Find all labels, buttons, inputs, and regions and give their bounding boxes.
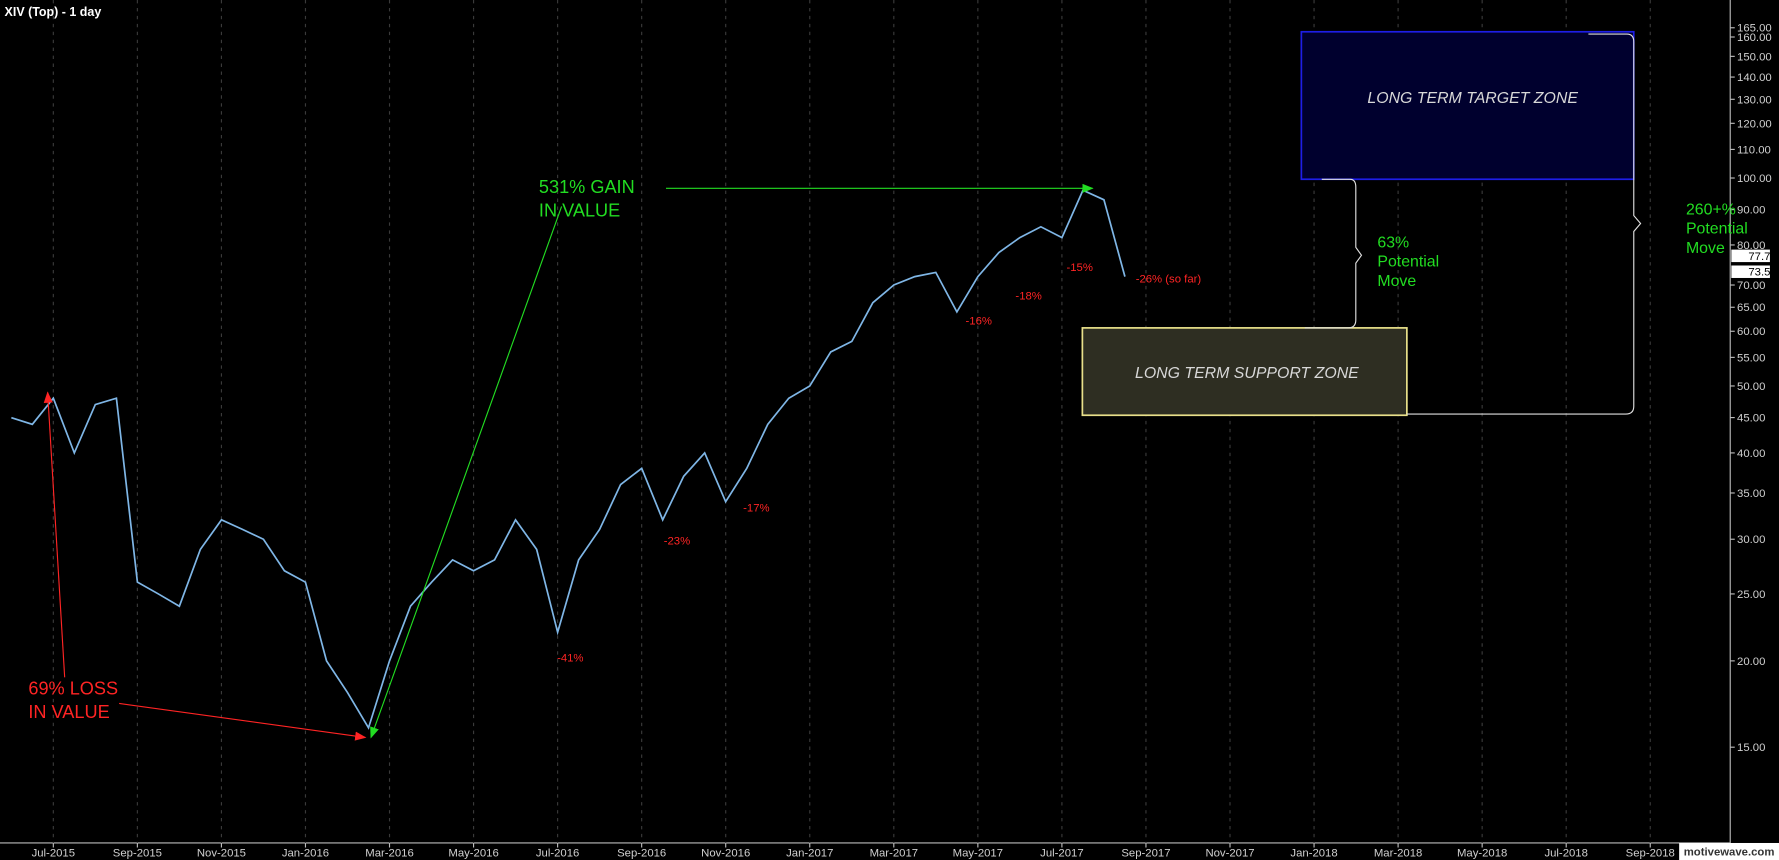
annotation: Move bbox=[1686, 240, 1725, 257]
x-tick-label: Nov-2015 bbox=[197, 848, 246, 860]
drawdown-label: -18% bbox=[1015, 291, 1041, 303]
price-tag bbox=[1731, 249, 1770, 263]
x-tick-label: Jul-2017 bbox=[1040, 848, 1083, 860]
y-tick-label: 165.00 bbox=[1737, 23, 1772, 35]
annotation: 69% LOSS bbox=[28, 678, 118, 698]
y-tick-label: 25.00 bbox=[1737, 589, 1765, 601]
chart-title: XIV (Top) - 1 day bbox=[5, 5, 102, 19]
annotation: IN VALUE bbox=[539, 201, 620, 221]
target-zone bbox=[1300, 30, 1635, 181]
x-tick-label: Mar-2018 bbox=[1374, 848, 1422, 860]
y-tick-label: 140.00 bbox=[1737, 72, 1772, 84]
y-tick-label: 50.00 bbox=[1737, 381, 1765, 393]
x-tick-label: May-2018 bbox=[1457, 848, 1507, 860]
y-tick-label: 160.00 bbox=[1737, 32, 1772, 44]
y-tick-label: 40.00 bbox=[1737, 448, 1765, 460]
drawdown-label: -23% bbox=[664, 536, 690, 548]
x-tick-label: Jan-2018 bbox=[1290, 848, 1337, 860]
logo: motivewave.com bbox=[1684, 846, 1775, 858]
y-tick-label: 100.00 bbox=[1737, 173, 1772, 185]
x-tick-label: Mar-2016 bbox=[365, 848, 413, 860]
x-tick-label: Jul-2015 bbox=[32, 848, 75, 860]
y-tick-label: 35.00 bbox=[1737, 488, 1765, 500]
price-tag-label: 77.78 bbox=[1748, 251, 1776, 263]
logo-box bbox=[1679, 842, 1779, 860]
annotation: Potential bbox=[1377, 254, 1439, 271]
x-tick-label: Nov-2017 bbox=[1205, 848, 1254, 860]
x-tick-label: Sep-2015 bbox=[113, 848, 162, 860]
annotation: Potential bbox=[1686, 221, 1748, 238]
y-tick-label: 15.00 bbox=[1737, 742, 1765, 754]
x-tick-label: Nov-2016 bbox=[701, 848, 750, 860]
x-tick-label: Sep-2017 bbox=[1121, 848, 1170, 860]
support-zone bbox=[1081, 327, 1408, 417]
annotation: 260+% bbox=[1686, 201, 1736, 218]
price-tag-label: 73.52 bbox=[1748, 267, 1776, 279]
y-tick-label: 65.00 bbox=[1737, 302, 1765, 314]
drawdown-label: -41% bbox=[557, 652, 583, 664]
y-tick-label: 30.00 bbox=[1737, 534, 1765, 546]
annotation: 531% GAIN bbox=[539, 177, 635, 197]
arrow bbox=[119, 702, 367, 741]
y-tick-label: 55.00 bbox=[1737, 352, 1765, 364]
drawdown-label: -15% bbox=[1066, 262, 1092, 274]
annotation: Move bbox=[1377, 273, 1416, 290]
price-tag bbox=[1731, 265, 1770, 278]
zone-label: LONG TERM SUPPORT ZONE bbox=[1135, 365, 1359, 382]
y-tick-label: 110.00 bbox=[1737, 144, 1771, 156]
bracket-63 bbox=[1304, 178, 1363, 329]
arrow bbox=[370, 206, 563, 739]
x-tick-label: Jul-2016 bbox=[536, 848, 579, 860]
drawdown-label: -26% (so far) bbox=[1136, 274, 1202, 286]
x-tick-label: Sep-2018 bbox=[1626, 848, 1675, 860]
x-tick-label: Mar-2017 bbox=[870, 848, 918, 860]
y-tick-label: 150.00 bbox=[1737, 51, 1772, 63]
x-tick-label: Jan-2016 bbox=[282, 848, 329, 860]
y-tick-label: 45.00 bbox=[1737, 413, 1765, 425]
y-tick-label: 130.00 bbox=[1737, 94, 1772, 106]
y-tick-label: 80.00 bbox=[1737, 240, 1765, 252]
x-tick-label: May-2016 bbox=[448, 848, 498, 860]
y-tick-label: 120.00 bbox=[1737, 118, 1772, 130]
annotation: IN VALUE bbox=[28, 702, 109, 722]
drawdown-label: -16% bbox=[966, 315, 992, 327]
annotation: 63% bbox=[1377, 234, 1409, 251]
zone-label: LONG TERM TARGET ZONE bbox=[1367, 90, 1578, 107]
bracket-260 bbox=[1406, 33, 1642, 415]
y-tick-label: 60.00 bbox=[1737, 326, 1765, 338]
x-tick-label: Sep-2016 bbox=[617, 848, 666, 860]
y-tick-label: 20.00 bbox=[1737, 656, 1765, 668]
x-tick-label: Jan-2017 bbox=[786, 848, 833, 860]
x-tick-label: May-2017 bbox=[953, 848, 1003, 860]
x-tick-label: Jul-2018 bbox=[1544, 848, 1587, 860]
y-tick-label: 70.00 bbox=[1737, 280, 1765, 292]
drawdown-label: -17% bbox=[743, 503, 769, 515]
arrow bbox=[43, 391, 66, 678]
price-line bbox=[11, 189, 1126, 730]
y-tick-label: 90.00 bbox=[1737, 205, 1765, 217]
